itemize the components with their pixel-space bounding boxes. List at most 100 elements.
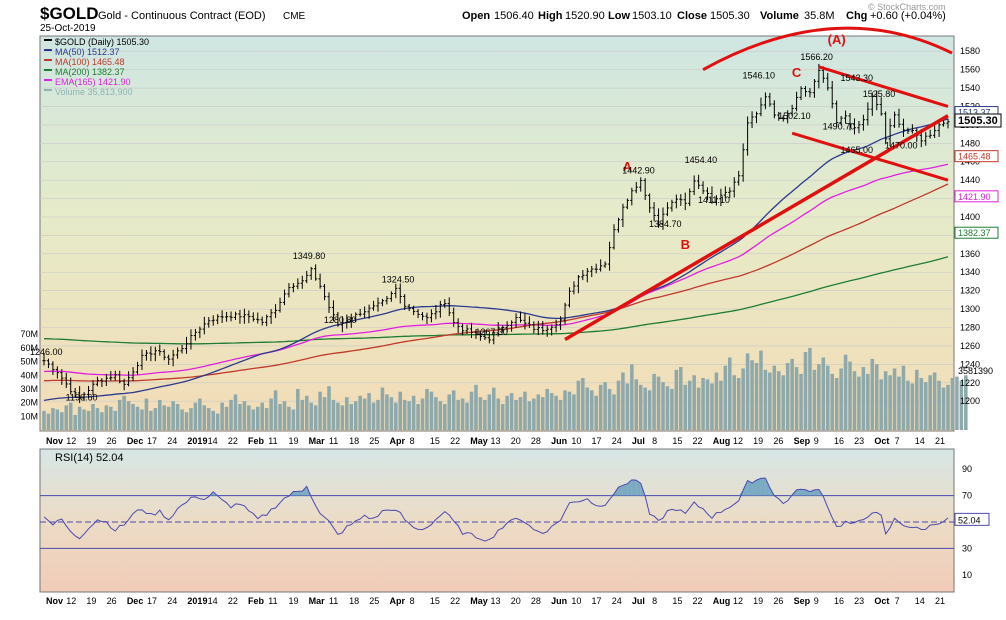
volume-bar [46, 413, 51, 430]
x-tick-label: 28 [531, 436, 541, 446]
x-tick-label: 8 [652, 596, 657, 606]
low-label: Low [608, 10, 630, 22]
rsi-overbought-fill [302, 486, 307, 496]
volume-bar [202, 405, 207, 430]
x-tick-label: 14 [915, 436, 925, 446]
x-tick-label: 12 [733, 436, 743, 446]
trend-annotations: A B C (A) [564, 26, 953, 341]
x-tick-label: 8 [410, 596, 415, 606]
x-tick-label: 15 [672, 596, 682, 606]
x-tick-label: 19 [288, 436, 298, 446]
x-tick-label: Mar [309, 596, 326, 606]
volume-bar [438, 401, 443, 430]
x-tick-label: 18 [349, 436, 359, 446]
x-tick-label: 20 [511, 596, 521, 606]
volume-bar [407, 401, 411, 430]
volume-bar [380, 387, 385, 430]
x-tick-label: 24 [612, 596, 622, 606]
volume-bar [585, 387, 590, 430]
volume-bar [638, 384, 643, 430]
volume-bar [549, 393, 554, 430]
volume-tick-label: 60M [20, 343, 38, 353]
volume-bar [745, 353, 750, 430]
price-bars [42, 63, 950, 404]
volume-bar [705, 379, 710, 430]
volume-bar [500, 404, 505, 430]
volume-bar [581, 378, 585, 430]
volume-bar [830, 373, 834, 430]
volume-bar [451, 390, 456, 430]
volume-bar [701, 378, 705, 430]
volume-bar [264, 408, 269, 430]
x-tick-label: 23 [854, 436, 864, 446]
volume-bar [260, 402, 264, 430]
x-tick-label: Mar [309, 436, 326, 446]
price-point-label: 1246.00 [30, 347, 63, 357]
price-tick-label: 1240 [960, 359, 980, 369]
volume-bar [206, 408, 211, 430]
rsi-overbought-fill [760, 478, 766, 496]
price-gridlines [40, 50, 954, 402]
price-point-label: 1349.80 [293, 251, 326, 261]
x-tick-label: 12 [733, 596, 743, 606]
x-tick-label: Aug [713, 436, 731, 446]
volume-bar [915, 369, 919, 430]
x-tick-label: 15 [672, 436, 682, 446]
x-tick-label: Dec [127, 596, 144, 606]
volume-bar [785, 362, 790, 430]
ma50-line [43, 118, 949, 402]
volume-bar [540, 397, 545, 430]
volume-bar [950, 378, 955, 430]
x-tick-label: Aug [713, 596, 731, 606]
volume-bar [434, 397, 438, 430]
volume-bar [416, 404, 420, 430]
legend-swatch [44, 39, 52, 41]
price-point-label: 1442.90 [622, 165, 655, 175]
x-tick-label: 20 [511, 436, 521, 446]
price-tick-label: 1320 [960, 286, 980, 296]
volume-bar [318, 391, 322, 430]
x-tick-label: 22 [450, 436, 460, 446]
chg-value: +0.60 (+0.04%) [870, 10, 946, 22]
wave-label: C [792, 65, 802, 80]
x-tick-label: 19 [86, 596, 96, 606]
top-arc [702, 26, 953, 71]
price-tick-label: 1560 [960, 65, 980, 75]
volume-bar [398, 391, 403, 430]
legend-entry: EMA(165) 1421.90 [55, 77, 131, 87]
volume-bar [131, 404, 135, 430]
volume-tick-label: 40M [20, 370, 38, 380]
x-tick-label: 19 [288, 596, 298, 606]
volume-bar [184, 412, 189, 430]
price-tick-label: 1440 [960, 175, 980, 185]
symbol-title: $GOLD [40, 4, 99, 23]
volume-bar [923, 382, 928, 430]
volume-bar [340, 405, 345, 430]
volume-bar [95, 408, 100, 430]
volume-bar [255, 406, 260, 430]
volume-bar [964, 375, 968, 430]
volume-bar [109, 406, 113, 430]
volume-bar [781, 375, 786, 430]
volume-bar [233, 394, 238, 430]
volume-bar [536, 394, 541, 430]
rsi-overbought-fill [622, 483, 628, 496]
x-tick-label: 8 [652, 436, 657, 446]
volume-bar [349, 404, 354, 430]
instrument-name: Gold - Continuous Contract (EOD) [98, 10, 266, 22]
volume-bar [171, 401, 175, 430]
volume-bar [683, 384, 688, 430]
rsi-tick-label: 30 [962, 543, 972, 553]
volume-value: 35.8M [804, 10, 835, 22]
x-tick-label: Apr [389, 436, 405, 446]
volume-bar [117, 399, 122, 430]
volume-bar [505, 395, 509, 430]
volume-bar [643, 387, 647, 430]
rsi-overbought-fill [752, 480, 757, 496]
volume-bar [523, 391, 527, 430]
volume-bar [91, 404, 95, 430]
volume-bar [572, 394, 576, 430]
volume-bar [589, 390, 594, 430]
rsi-overbought-fill [814, 489, 819, 496]
